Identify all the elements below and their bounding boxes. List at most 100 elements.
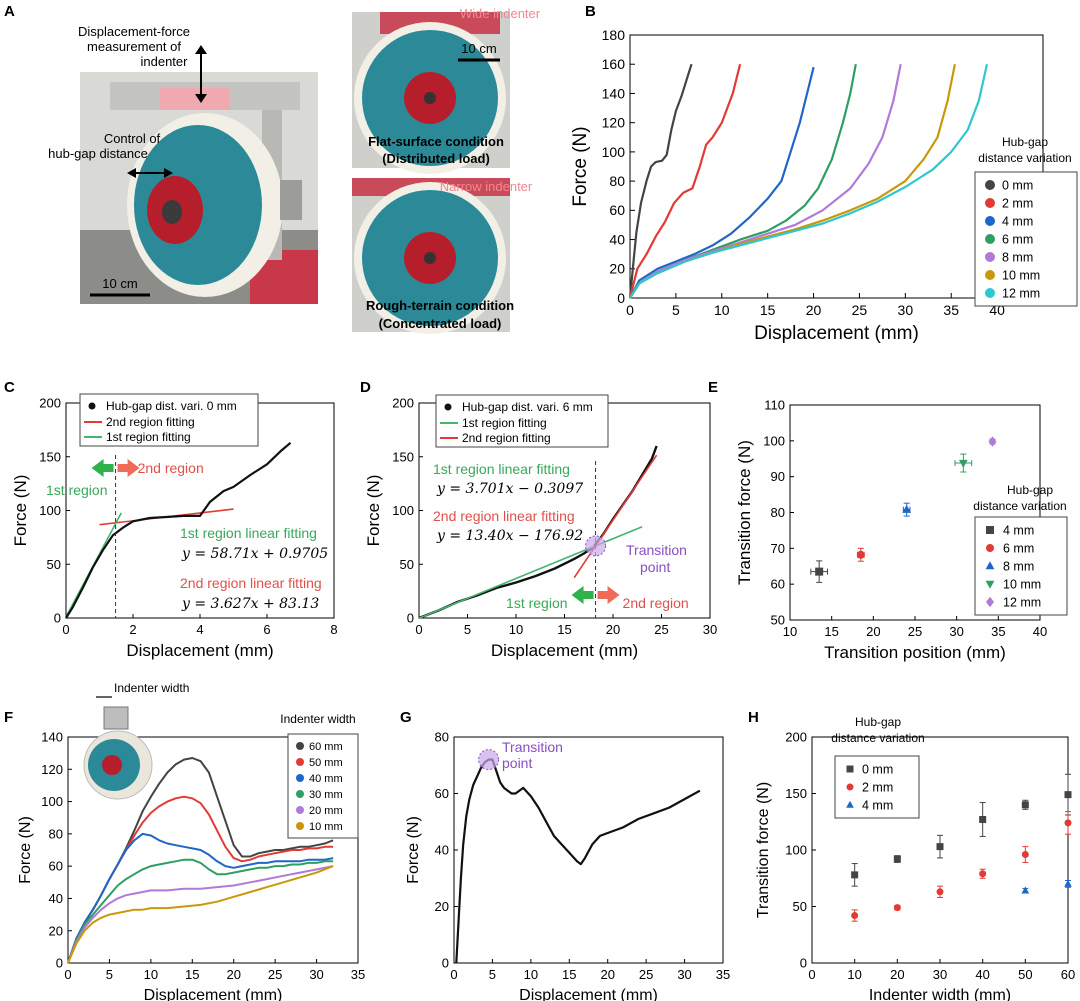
data-point-0mm: [979, 815, 987, 823]
region1-label: 1st region: [46, 482, 107, 498]
x-tick-label: 35: [716, 967, 730, 982]
x-tick-label: 0: [450, 967, 457, 982]
x-tick-label: 2: [129, 622, 136, 637]
legend-label: 4 mm: [1003, 524, 1034, 538]
x-tick-label: 5: [672, 302, 680, 318]
y-tick-label: 60: [435, 786, 449, 801]
legend-marker: [985, 561, 995, 570]
legend-marker: [296, 822, 304, 830]
x-tick-label: 50: [1018, 967, 1032, 982]
y-tick-label: 50: [47, 557, 61, 572]
panel-letter-b: B: [585, 3, 596, 20]
chart-b: 0 5 10 15 20 25 30 35 40020406080100120140160180…: [570, 27, 1078, 344]
legend-marker: [296, 758, 304, 766]
x-tick-label: 15: [557, 622, 571, 637]
y-tick-label: 60: [771, 577, 785, 592]
inset-indenter-icon: [103, 706, 129, 730]
transition-label-2: point: [502, 755, 532, 771]
chart-f: 0 5 10 15 20 25 30 35 0 20 40 60 80 100 120 140 Displace…: [17, 681, 365, 1001]
y-tick-label: 200: [392, 396, 414, 411]
x-tick-label: 0: [808, 967, 815, 982]
y-tick-label: 70: [771, 541, 785, 556]
x-tick-label: 30: [703, 622, 717, 637]
data-point-2mm: [936, 888, 944, 896]
y-tick-label: 160: [602, 56, 626, 72]
legend-label: 20 mm: [309, 805, 343, 817]
legend-marker: [985, 198, 995, 208]
rough-condition-line1: Rough-terrain condition: [366, 298, 514, 313]
x-tick-label: 25: [654, 622, 668, 637]
x-tick-label: 8: [330, 622, 337, 637]
x-tick-label: 25: [639, 967, 653, 982]
x-tick-label: 10: [714, 302, 730, 318]
x-tick-label: 60: [1061, 967, 1075, 982]
chart-c: 0 2 4 6 8 0 50 100 150 200 Displacement (mm) Force …: [11, 393, 338, 660]
y-tick-label: 150: [392, 449, 414, 464]
legend-marker: [986, 544, 994, 552]
x-axis-label: Displacement (mm): [491, 641, 638, 660]
legend-box: [79, 393, 259, 447]
x-tick-label: 30: [898, 302, 914, 318]
indenter-arrow-icon: [195, 45, 207, 103]
legend-label: 60 mm: [309, 741, 343, 753]
legend-marker: [985, 180, 995, 190]
data-point-0mm: [851, 871, 859, 879]
region2-arrow-icon: [597, 586, 620, 604]
y-tick-label: 100: [392, 503, 414, 518]
legend-title: distance variation: [978, 151, 1071, 165]
scale-label-left: 10 cm: [102, 276, 137, 291]
legend-title: Hub-gap: [1002, 135, 1048, 149]
legend-box: [435, 394, 609, 448]
data-point-4mm: [1021, 886, 1030, 894]
plot-frame: [67, 736, 359, 964]
legend-label: 4 mm: [1002, 215, 1033, 229]
photo-flat-surface: [352, 12, 510, 174]
legend-marker: [985, 270, 995, 280]
panel-letter-a: A: [4, 3, 15, 20]
data-point-0mm: [1021, 801, 1029, 809]
legend-label: 6 mm: [1002, 233, 1033, 247]
x-tick-label: 5: [464, 622, 471, 637]
data-point-10mm: [958, 459, 968, 468]
legend-title: distance variation: [973, 499, 1066, 513]
legend-marker: [296, 774, 304, 782]
x-tick-label: 15: [824, 624, 838, 639]
plot-frame: [629, 34, 1044, 299]
panel-letter-c: C: [4, 379, 15, 396]
fit1-title: 1st region linear fitting: [433, 461, 570, 477]
data-point-8mm: [902, 504, 912, 513]
y-tick-label: 100: [41, 794, 63, 809]
y-tick-label: 0: [800, 956, 807, 971]
y-axis-label: Transition force (N): [755, 782, 772, 918]
transition-point-marker: [478, 749, 500, 771]
x-axis-label: Displacement (mm): [754, 323, 919, 344]
data-line: [455, 758, 701, 964]
legend-label: 40 mm: [309, 773, 343, 785]
panel-letter-g: G: [400, 709, 412, 726]
data-point-2mm: [851, 912, 859, 920]
x-tick-label: 5: [489, 967, 496, 982]
legend-label: 10 mm: [1002, 269, 1040, 283]
data-point-0mm: [893, 855, 901, 863]
y-tick-label: 80: [435, 730, 449, 745]
y-tick-label: 80: [771, 505, 785, 520]
x-tick-label: 0: [64, 967, 71, 982]
y-tick-label: 0: [54, 611, 61, 626]
legend-label: 2nd region fitting: [462, 431, 551, 445]
narrow-indenter-label: Narrow indenter: [440, 179, 533, 194]
x-tick-label: 25: [852, 302, 868, 318]
legend-marker: [985, 288, 995, 298]
legend-label: 0 mm: [862, 763, 893, 777]
x-tick-label: 35: [943, 302, 959, 318]
legend-label: 4 mm: [862, 799, 893, 813]
x-axis-label: Indenter width (mm): [869, 987, 1011, 1001]
y-axis-label: Transition force (N): [735, 440, 754, 585]
y-axis-label: Force (N): [570, 126, 591, 206]
x-axis-label: Displacement (mm): [519, 987, 658, 1001]
y-tick-label: 0: [56, 956, 63, 971]
legend-marker: [296, 790, 304, 798]
data-point-0mm: [1064, 791, 1072, 799]
y-tick-label: 40: [609, 231, 625, 247]
data-line: [65, 441, 292, 619]
y-tick-label: 140: [41, 730, 63, 745]
